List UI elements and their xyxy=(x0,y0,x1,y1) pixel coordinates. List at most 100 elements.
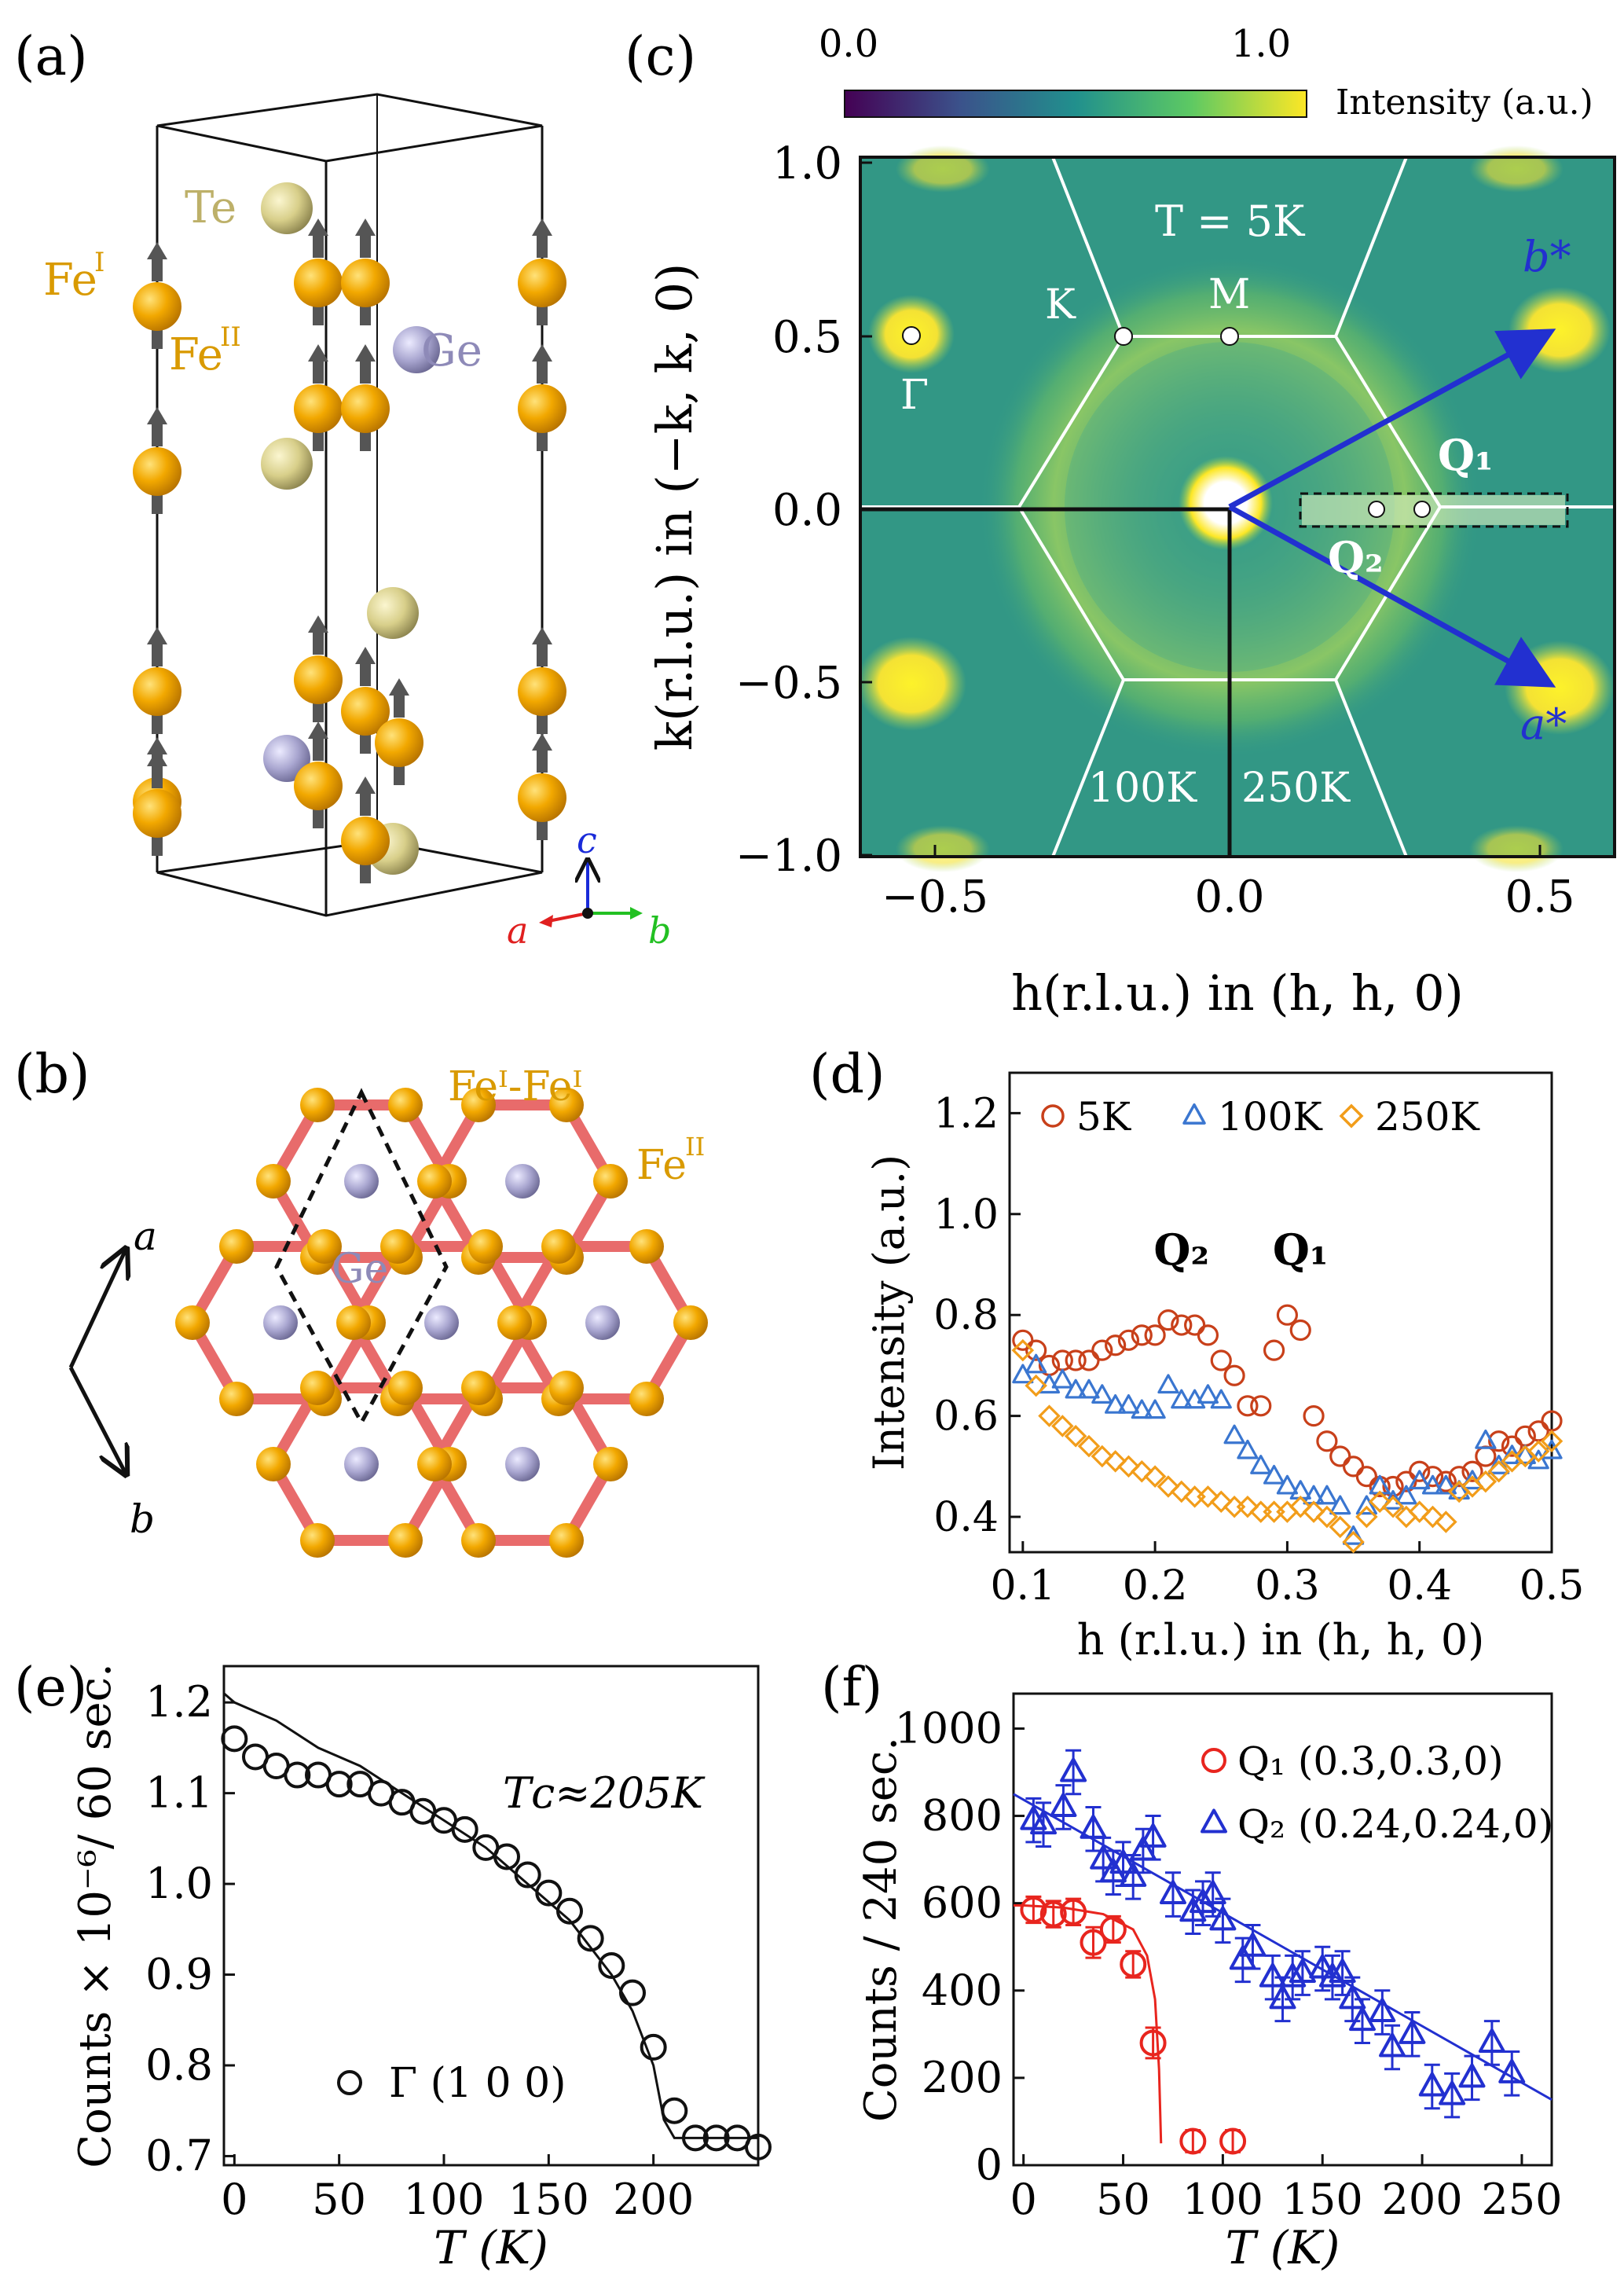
spin-arrow-tail xyxy=(313,808,324,828)
data-point-100K xyxy=(1197,1384,1219,1404)
data-point-5K xyxy=(1184,1314,1206,1336)
data-point-q2 xyxy=(1030,1810,1058,1835)
data-point-5K xyxy=(1250,1395,1272,1417)
spin-arrow-head xyxy=(389,678,409,696)
ge-atom xyxy=(424,1305,459,1340)
chart-f-ylabel: Counts / 240 sec. xyxy=(856,1737,907,2122)
data-point-250K xyxy=(1302,1500,1325,1523)
data-point-q1 xyxy=(1039,1900,1067,1928)
xtick-label: 50 xyxy=(1096,2175,1150,2224)
data-point-5K xyxy=(1012,1329,1034,1351)
spin-arrow-head xyxy=(308,615,328,633)
spin-arrow xyxy=(313,360,324,384)
legend-marker xyxy=(1339,1103,1364,1129)
spin-arrow xyxy=(313,631,324,655)
data-point-100K xyxy=(1527,1449,1549,1470)
b-star-label: b* xyxy=(1523,232,1571,281)
inplane-b-label: b xyxy=(130,1496,155,1542)
legend-label: Q₂ (0.24,0.24,0) xyxy=(1237,1801,1553,1847)
data-point-q2 xyxy=(1289,1958,1316,1984)
data-point-100K xyxy=(1025,1353,1047,1374)
data-point-250K xyxy=(1487,1459,1510,1483)
data-point-gamma xyxy=(493,1843,520,1870)
svg-text:Feᴵ-Feᴵ: Feᴵ-Feᴵ xyxy=(448,1063,582,1110)
spin-arrow-tail xyxy=(537,431,548,451)
data-point-100K xyxy=(1144,1399,1166,1419)
data-point-q2 xyxy=(1109,1849,1137,1874)
panel-a: (a) Te Fe I Fe II Ge c a b xyxy=(14,26,671,952)
data-point-100K xyxy=(1435,1474,1457,1495)
spin-arrow-tail xyxy=(537,820,548,840)
chart-f-frame xyxy=(1012,1692,1553,2167)
data-point-100K xyxy=(1475,1429,1497,1449)
data-point-5K xyxy=(1276,1304,1299,1326)
data-point-q2 xyxy=(1139,1823,1167,1848)
fe-atom xyxy=(133,667,181,716)
te-atom xyxy=(367,587,419,639)
data-point-q2 xyxy=(1050,1792,1077,1817)
fe-atom xyxy=(629,1381,664,1416)
data-point-gamma xyxy=(702,2124,730,2152)
fe-atom xyxy=(388,1371,423,1406)
spin-arrow-tail xyxy=(360,431,371,451)
map-ytick-label: 0.0 xyxy=(772,485,842,536)
chart-d: 0.1 0.2 0.3 0.4 0.5 0.4 0.6 0.8 1.0 1.2 5K 100K 250K… xyxy=(864,1071,1584,1665)
spin-arrow xyxy=(360,663,371,686)
k-point xyxy=(1114,327,1133,346)
data-point-100K xyxy=(1223,1424,1245,1445)
ge-atom xyxy=(344,1447,379,1481)
chart-e-frame xyxy=(222,1665,760,2167)
data-point-q1 xyxy=(1120,1951,1147,1978)
data-point-q1 xyxy=(1219,2127,1247,2155)
data-point-250K xyxy=(1104,1450,1127,1473)
fe-atom xyxy=(294,655,343,704)
svg-text:Fe: Fe xyxy=(169,329,223,380)
data-point-q2 xyxy=(1418,2072,1446,2097)
ytick-label: 800 xyxy=(922,1791,1003,1841)
data-point-250K xyxy=(1368,1490,1391,1514)
xtick-label: 0.2 xyxy=(1123,1562,1188,1610)
ytick-label: 1.1 xyxy=(145,1768,213,1818)
data-point-gamma xyxy=(535,1879,563,1907)
spin-arrow-tail xyxy=(152,835,163,856)
crystal-atoms xyxy=(133,182,566,883)
data-point-100K xyxy=(1157,1374,1179,1394)
legend-label: Q₁ (0.3,0.3,0) xyxy=(1237,1738,1504,1784)
data-point-q2 xyxy=(1090,1845,1117,1870)
panel-b-label: (b) xyxy=(14,1044,90,1106)
spin-arrow-head xyxy=(355,344,376,362)
map-frame xyxy=(859,156,1616,858)
spin-arrow-head xyxy=(532,627,552,644)
panel-b: (b) Feᴵ-Feᴵ Fe II Ge a b xyxy=(14,1044,708,1558)
fe-atom xyxy=(341,817,390,865)
tc-label: Tᴄ≈205K xyxy=(503,1768,706,1818)
spin-arrow-tail xyxy=(152,329,163,349)
ytick-label: 1.2 xyxy=(933,1090,999,1137)
spin-arrow xyxy=(152,423,163,446)
data-point-gamma xyxy=(682,2124,709,2152)
xtick-label: 0 xyxy=(221,2175,247,2224)
data-point-100K xyxy=(1171,1389,1193,1409)
data-point-q2 xyxy=(1129,1836,1157,1861)
data-point-q2 xyxy=(1399,2019,1426,2044)
data-point-q1 xyxy=(1080,1929,1107,1956)
fe2-atom-label: Fe II xyxy=(169,321,241,380)
data-point-100K xyxy=(1117,1393,1140,1414)
q1-map-label: Q₁ xyxy=(1438,430,1494,480)
ytick-label: 0 xyxy=(976,2140,1003,2190)
fe-atom xyxy=(518,259,566,307)
panel-f: (f) 0 50 100 150 200 250 0 200 400 600 800 1000 Q₁ (… xyxy=(821,1657,1562,2274)
xtick-label: 0 xyxy=(1010,2175,1037,2224)
ytick-label: 1000 xyxy=(895,1703,1003,1753)
xtick-label: 0.3 xyxy=(1255,1562,1320,1610)
data-point-100K xyxy=(1012,1364,1034,1384)
fe-atom xyxy=(388,1522,423,1558)
data-point-q2 xyxy=(1339,1984,1366,2010)
fe-atom xyxy=(341,687,390,736)
spin-arrow-head xyxy=(147,407,167,424)
spin-arrow-tail xyxy=(537,305,548,325)
fe-atom xyxy=(549,1371,584,1406)
data-point-250K xyxy=(1131,1459,1153,1483)
data-point-250K xyxy=(1315,1505,1339,1529)
